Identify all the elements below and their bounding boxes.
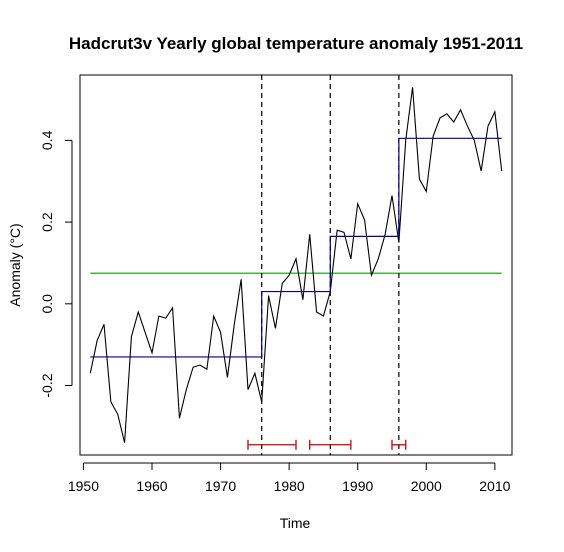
x-tick-label: 2010 — [479, 478, 510, 494]
chart-title: Hadcrut3v Yearly global temperature anom… — [69, 34, 523, 53]
breakpoint-confidence-interval — [247, 439, 297, 450]
x-tick-label: 1960 — [136, 478, 167, 494]
step-mean-line — [90, 137, 502, 358]
x-tick-label: 1990 — [342, 478, 373, 494]
y-tick-label: 0.0 — [39, 294, 55, 314]
y-tick-label: 0.2 — [39, 212, 55, 232]
x-axis: 1950 1960 1970 1980 1990 2000 2010 — [68, 462, 511, 494]
y-tick-label: -0.2 — [39, 373, 55, 397]
x-tick-label: 1980 — [274, 478, 305, 494]
plot-marks — [89, 75, 503, 455]
breakpoint-confidence-interval — [309, 439, 352, 450]
x-tick-label: 1950 — [68, 478, 99, 494]
anomaly-series-line — [89, 87, 503, 443]
y-axis-label: Anomaly (°C) — [7, 223, 23, 306]
breakpoint-confidence-interval — [391, 439, 407, 450]
x-tick-label: 2000 — [411, 478, 442, 494]
x-tick-label: 1970 — [205, 478, 236, 494]
y-axis: -0.2 0.0 0.2 0.4 — [39, 130, 73, 398]
x-axis-label: Time — [280, 515, 311, 531]
plot-frame — [79, 74, 513, 456]
y-tick-label: 0.4 — [39, 130, 55, 150]
